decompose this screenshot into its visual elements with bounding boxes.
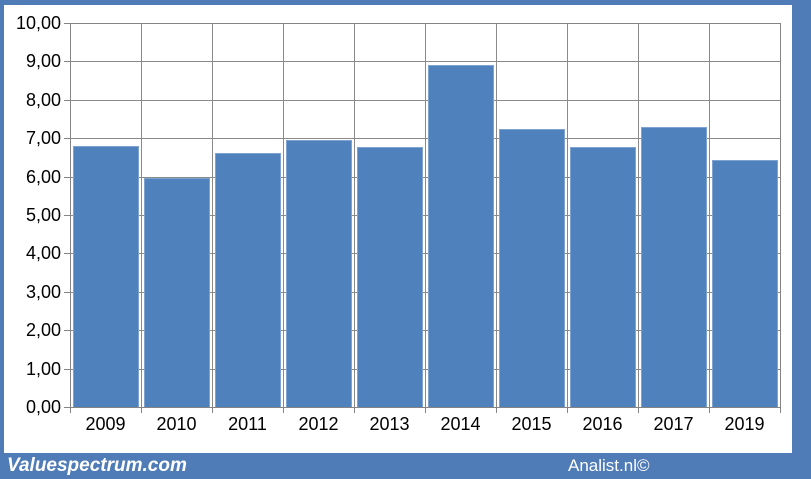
vertical-gridline (212, 24, 213, 407)
y-axis-tick (64, 99, 70, 101)
bar-2014 (428, 65, 494, 407)
y-axis-label: 3,00 (25, 281, 61, 302)
x-axis-tick (496, 408, 497, 413)
x-axis-tick (425, 408, 426, 413)
vertical-gridline (638, 24, 639, 407)
plot-area (70, 23, 781, 408)
x-axis-label: 2015 (511, 414, 552, 434)
x-axis-tick (141, 408, 142, 413)
y-axis-tick (64, 61, 70, 63)
footer-bar: Valuespectrum.com Analist.nl© (0, 453, 811, 479)
valuespectrum-watermark: Valuespectrum.com (7, 455, 187, 476)
x-axis-tick (354, 408, 355, 413)
x-axis-label: 2011 (228, 414, 267, 434)
y-axis-label: 0,00 (25, 397, 61, 417)
x-axis-label: 2012 (298, 414, 339, 434)
y-axis-tick (64, 407, 70, 408)
x-axis-label: 2010 (156, 414, 197, 434)
y-axis-label: 10,00 (15, 13, 61, 33)
y-axis-tick (64, 23, 70, 24)
x-axis-tick (567, 408, 568, 413)
y-axis-tick (64, 330, 70, 332)
analist-watermark: Analist.nl© (568, 456, 650, 475)
bar-2012 (286, 140, 352, 407)
x-axis-label: 2014 (440, 414, 481, 434)
vertical-gridline (709, 24, 710, 407)
bar-2016 (570, 147, 636, 407)
x-axis-label: 2017 (653, 414, 694, 434)
x-axis-tick (283, 408, 284, 413)
y-axis-label: 6,00 (25, 166, 61, 187)
y-axis-label: 1,00 (25, 358, 61, 379)
x-axis-label: 2009 (85, 414, 126, 434)
y-axis-label: 8,00 (25, 89, 61, 110)
bar-2011 (215, 153, 281, 407)
bar-2017 (641, 127, 707, 407)
y-axis-tick (64, 291, 70, 293)
y-axis-label: 7,00 (25, 128, 61, 149)
y-axis-label: 5,00 (25, 205, 61, 225)
y-axis-tick (64, 215, 70, 216)
y-axis-tick (64, 368, 70, 370)
vertical-gridline (354, 24, 355, 407)
x-axis-label: 2016 (582, 414, 623, 434)
x-axis-label: 2019 (724, 414, 765, 434)
x-axis-tick (780, 408, 781, 413)
y-axis-label: 2,00 (25, 320, 61, 341)
x-axis-tick (212, 408, 213, 413)
bar-2010 (144, 178, 210, 407)
x-axis-tick (638, 408, 639, 413)
y-axis-label: 9,00 (25, 51, 61, 72)
x-axis-label: 2013 (369, 414, 410, 434)
x-axis-tick (709, 408, 710, 413)
bar-2019 (712, 160, 778, 407)
vertical-gridline (141, 24, 142, 407)
chart-panel: 0,00 1,00 2,00 3,00 4,00 5,00 6,00 7,00 8,00 9,00… (4, 5, 792, 453)
vertical-gridline (496, 24, 497, 407)
vertical-gridline (283, 24, 284, 407)
vertical-gridline (425, 24, 426, 407)
bar-2009 (73, 146, 139, 407)
bar-2015 (499, 129, 565, 407)
y-axis-tick (64, 176, 70, 178)
y-axis-tick (64, 138, 70, 140)
y-axis-tick (64, 253, 70, 255)
vertical-gridline (567, 24, 568, 407)
x-axis-tick (70, 408, 71, 413)
bar-2013 (357, 147, 423, 407)
y-axis-label: 4,00 (25, 243, 61, 264)
